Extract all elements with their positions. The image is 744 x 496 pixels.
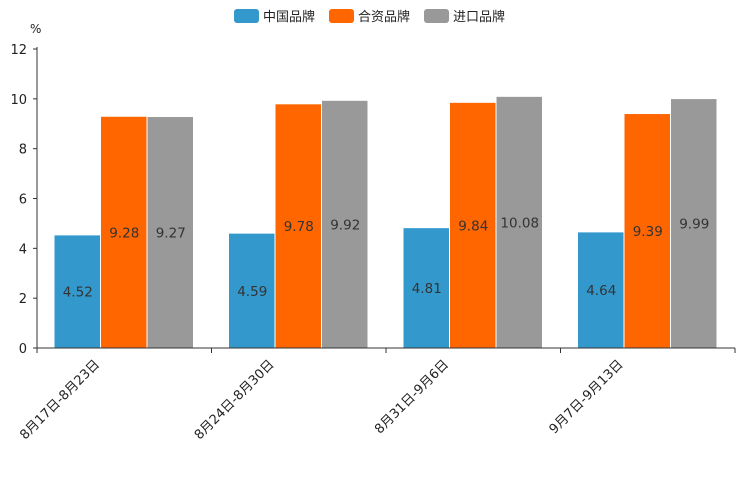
bar-value-label: 9.99 (679, 217, 709, 233)
bar-value-label: 9.84 (458, 218, 488, 234)
bar (578, 232, 624, 348)
legend-label: 合资品牌 (358, 9, 410, 25)
legend-swatch (424, 9, 449, 23)
bar-value-label: 10.08 (500, 215, 539, 231)
bar (496, 96, 542, 348)
y-tick-label: 10 (10, 93, 27, 108)
bar-value-label: 9.39 (633, 224, 663, 240)
legend-label: 进口品牌 (453, 9, 505, 25)
bar (54, 235, 100, 348)
bar (671, 99, 717, 349)
bar-value-label: 9.78 (284, 219, 314, 235)
y-axis-unit: % (30, 22, 41, 36)
x-axis: 8月17日-8月23日 8月24日-8月30日 8月31日-9月6日 9月7日-9月1… (17, 347, 736, 443)
bar-value-label: 4.59 (237, 284, 267, 300)
bar (101, 116, 147, 348)
y-axis: 0 2 4 6 8 10 12 (10, 43, 38, 357)
y-tick-label: 12 (10, 43, 27, 58)
y-tick-label: 8 (19, 143, 27, 158)
x-category-label: 8月17日-8月23日 (17, 357, 103, 443)
bar (450, 102, 496, 348)
bar-value-label: 9.92 (330, 217, 360, 233)
bar (275, 104, 321, 348)
bar (403, 228, 449, 348)
bar-value-label: 4.81 (412, 281, 442, 297)
bar (147, 117, 193, 349)
y-tick-label: 0 (19, 342, 27, 357)
x-category-label: 8月31日-9月6日 (372, 357, 452, 437)
legend-swatch (234, 9, 259, 23)
y-tick-label: 6 (19, 193, 27, 208)
bars: 4.52 9.28 9.27 4.59 9.78 9.92 4.81 9.84 10.08 4.6… (54, 96, 717, 349)
bar-value-label: 9.28 (109, 225, 139, 241)
bar (624, 114, 670, 348)
legend-label: 中国品牌 (263, 9, 315, 25)
x-category-label: 8月24日-8月30日 (192, 357, 278, 443)
bar (322, 100, 368, 349)
bar-value-label: 9.27 (156, 226, 186, 242)
legend: 中国品牌 合资品牌 进口品牌 (234, 9, 505, 25)
x-category-label: 9月7日-9月13日 (547, 357, 627, 437)
y-tick-label: 4 (19, 242, 27, 257)
bar (229, 233, 275, 348)
bar-value-label: 4.52 (63, 285, 93, 301)
legend-swatch (329, 9, 354, 23)
bar-value-label: 4.64 (586, 283, 616, 299)
y-tick-label: 2 (19, 292, 27, 307)
